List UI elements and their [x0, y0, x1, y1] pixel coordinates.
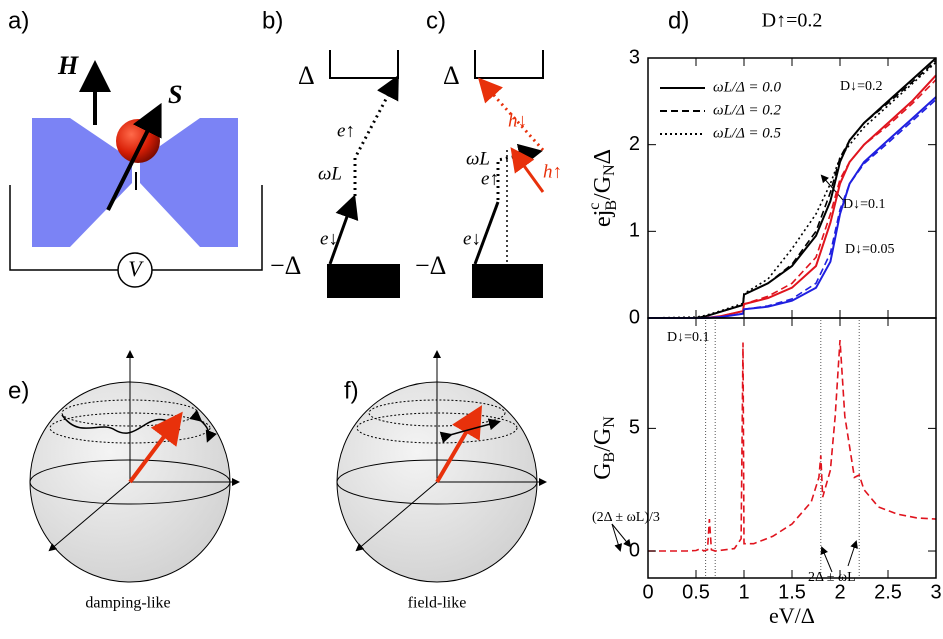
filled-band	[472, 264, 543, 298]
data-line	[648, 62, 936, 318]
annotation: 2Δ ± ωL	[808, 570, 856, 585]
panel-f: f) field-like	[337, 352, 545, 612]
gap-top: Δ	[443, 61, 460, 90]
gap-top: Δ	[298, 61, 315, 90]
caption: field-like	[408, 595, 467, 612]
omega: ωL	[318, 163, 342, 184]
x-tick-label: 0	[642, 581, 653, 603]
gap-edge	[475, 50, 543, 78]
data-line	[648, 100, 936, 318]
y-tick-label: 2	[629, 133, 640, 155]
x-tick-label: 3	[930, 581, 941, 603]
e-down: e↓	[463, 228, 481, 249]
transition	[355, 80, 396, 196]
chart-title: D↑=0.2	[762, 10, 823, 32]
gap-edge	[330, 50, 398, 78]
panel-d: d) D↑=0.2 ejcB/GNΔ GB/GN eV/Δ ωL/Δ = 0.0…	[586, 7, 942, 628]
annotation-arrow	[612, 524, 620, 550]
e-down: e↓	[320, 228, 338, 249]
spin-ball	[116, 119, 160, 163]
y-tick-label: 3	[629, 46, 640, 68]
data-line	[648, 340, 936, 551]
x-tick-label: 0.5	[682, 581, 710, 603]
panel-e: e) damping-like	[8, 352, 238, 612]
legend-label: ωL/Δ = 0.2	[713, 102, 782, 118]
omega: ωL	[466, 148, 490, 169]
annotation: D↓=0.1	[843, 197, 886, 212]
panel-label: e)	[8, 377, 29, 404]
caption: damping-like	[85, 595, 170, 612]
panel-label: c)	[426, 7, 446, 34]
data-line	[648, 75, 936, 318]
e-up: e↑	[481, 168, 499, 189]
annotation-arrow	[612, 524, 630, 546]
x-tick-label: 1.5	[778, 581, 806, 603]
annotation-arrow	[822, 548, 832, 572]
x-tick-label: 1	[738, 581, 749, 603]
panel-b: b) Δ −Δ e↓ ωL e↑	[262, 7, 400, 298]
filled-band	[327, 264, 400, 298]
panel-a: a) V H S	[8, 7, 262, 287]
annotation: D↓=0.05	[845, 242, 895, 257]
y-axis-title: GB/GN	[590, 416, 618, 480]
x-tick-label: 2.5	[874, 581, 902, 603]
field-label: H	[57, 51, 79, 80]
y-tick-label: 5	[629, 417, 640, 439]
annotation-arrow	[848, 542, 856, 566]
figure: a) V H S b) Δ −Δ e↓ ωL e↑ c) Δ −Δ e↓ ωL …	[0, 0, 943, 634]
h-down: h↓	[508, 110, 527, 131]
annotation: D↓=0.2	[840, 79, 883, 94]
y-tick-label: 0	[629, 306, 640, 328]
panel-c: c) Δ −Δ e↓ ωL e↑ h↓ h↑	[415, 7, 562, 298]
data-line	[648, 80, 936, 318]
annotation: (2Δ ± ωL)/3	[592, 510, 660, 525]
gap-bottom: −Δ	[270, 251, 301, 280]
gap-bottom: −Δ	[415, 251, 446, 280]
annotation: D↓=0.1	[667, 330, 710, 345]
y-axis-title: ejcB/GNΔ	[586, 149, 620, 227]
legend-label: ωL/Δ = 0.5	[713, 125, 782, 141]
spin-label: S	[168, 80, 182, 109]
y-tick-label: 1	[629, 220, 640, 242]
x-axis-title: eV/Δ	[769, 603, 815, 628]
panel-label: d)	[668, 7, 689, 34]
h-up: h↑	[543, 161, 562, 182]
panel-label: a)	[8, 7, 29, 34]
legend-label: ωL/Δ = 0.0	[713, 79, 782, 95]
data-line	[648, 97, 936, 318]
data-line	[648, 58, 936, 318]
panel-label: b)	[262, 7, 283, 34]
y-tick-label: 0	[629, 539, 640, 561]
data-line	[648, 61, 936, 318]
panel-label: f)	[344, 377, 359, 404]
e-up: e↑	[337, 120, 355, 141]
plot-frame	[648, 318, 936, 578]
transition	[514, 152, 543, 192]
